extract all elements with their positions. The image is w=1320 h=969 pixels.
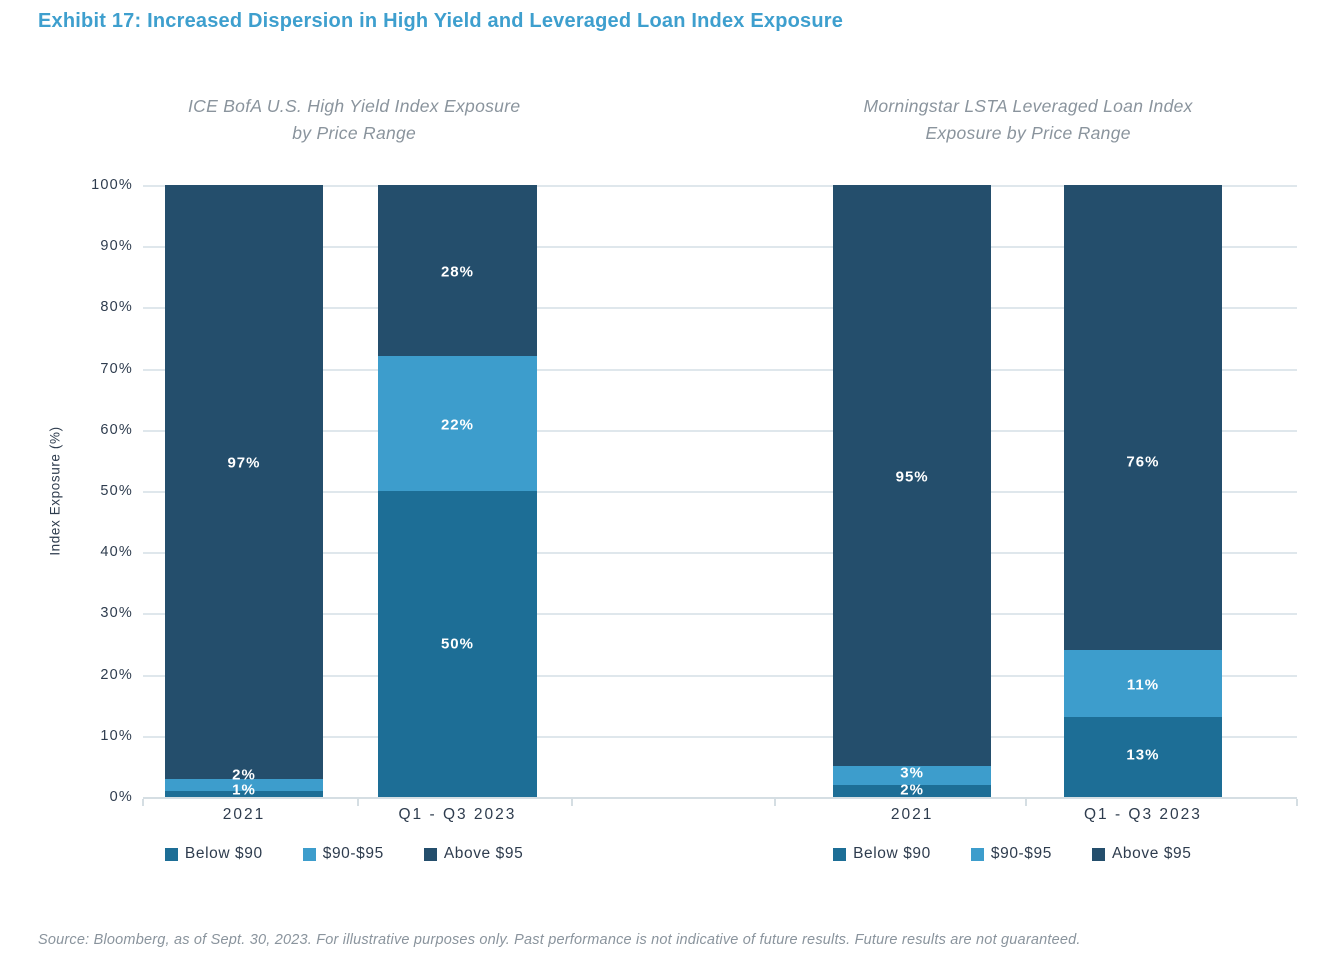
y-tick-label: 50% (100, 483, 133, 499)
legend-item: Above $95 (1091, 845, 1192, 863)
plot-area: 1% 2% 97% 50% 22% 28% 2% 3% 95% 13% 11% 76% (142, 185, 1298, 806)
bar-segment (833, 766, 992, 785)
x-category-label: 2021 (222, 806, 266, 823)
legend-item: Below $90 (833, 845, 931, 863)
chart-legends: Below $90 $90-$95 Above $95 Below $90 $90-$9… (143, 845, 1297, 871)
gridline (143, 185, 1297, 187)
bar-value-label: 3% (900, 764, 924, 782)
legend-swatch (833, 847, 847, 861)
chart-subtitle-line: Exposure by Price Range (925, 123, 1131, 144)
legend-item: $90-$95 (302, 845, 384, 863)
bar-value-label: 28% (440, 263, 474, 281)
legend-item: Below $90 (164, 845, 263, 863)
x-axis-tick (142, 799, 144, 806)
legend-label: Above $95 (1111, 845, 1192, 862)
legend: Below $90 $90-$95 Above $95 (833, 845, 1191, 863)
bar-2021: 2% 3% 95% (833, 185, 992, 799)
gridline (143, 307, 1297, 310)
chart-subtitle: Morningstar LSTA Leveraged Loan Index Exp… (793, 93, 1263, 147)
bar-q1-q3-2023: 13% 11% 76% (1063, 185, 1222, 797)
x-axis-labels: 2021 Q1 - Q3 2023 2021 Q1 - Q3 2023 (143, 806, 1297, 830)
bar-segment (378, 185, 537, 357)
gridline (143, 735, 1297, 738)
bar-value-label: 2% (232, 766, 256, 784)
chart-subtitle: ICE BofA U.S. High Yield Index Exposure b… (119, 93, 589, 147)
gridline (143, 491, 1297, 493)
bar-2021: 1% 2% 97% (164, 185, 324, 799)
bar-value-label: 1% (232, 781, 256, 799)
bar-value-label: 76% (1126, 453, 1160, 471)
legend-label: $90-$95 (322, 845, 384, 862)
x-axis-tick (356, 799, 359, 806)
legend-item: Above $95 (423, 845, 524, 863)
gridline (143, 246, 1297, 249)
bar-segment (833, 784, 992, 797)
x-axis-tick (1296, 799, 1298, 806)
gridline (143, 552, 1297, 555)
chart-subtitle-line: ICE BofA U.S. High Yield Index Exposure (187, 96, 521, 116)
source-note: Source: Bloomberg, as of Sept. 30, 2023.… (38, 932, 1081, 948)
bar-segment (164, 790, 324, 797)
gridline (143, 674, 1297, 677)
x-axis-line (143, 797, 1297, 799)
bar-segment (833, 185, 992, 767)
y-tick-label: 20% (100, 666, 133, 683)
gridline (143, 368, 1297, 371)
x-axis-tick (774, 799, 777, 806)
y-tick-label: 30% (100, 605, 133, 622)
x-category-label: 2021 (890, 806, 934, 823)
x-axis-tick (1024, 799, 1027, 806)
x-axis-tick (571, 799, 574, 806)
x-category-label: Q1 - Q3 2023 (398, 806, 517, 823)
y-tick-label: 10% (100, 727, 133, 744)
y-tick-label: 0% (109, 789, 133, 805)
bar-value-label: 2% (900, 781, 924, 799)
x-category-label: Q1 - Q3 2023 (1083, 806, 1202, 823)
bar-value-label: 95% (895, 468, 929, 486)
y-tick-label: 40% (100, 544, 133, 561)
legend: Below $90 $90-$95 Above $95 (164, 845, 524, 863)
bar-value-label: 11% (1126, 676, 1160, 694)
gridline (143, 429, 1297, 432)
bar-segment (164, 185, 324, 779)
y-tick-label: 70% (100, 360, 133, 377)
y-tick-label: 90% (100, 238, 133, 255)
chart-subtitles: ICE BofA U.S. High Yield Index Exposure b… (143, 93, 1297, 155)
legend-label: Below $90 (184, 845, 263, 862)
bar-segment (1063, 650, 1222, 718)
bar-value-label: 97% (227, 454, 261, 472)
legend-label: $90-$95 (990, 845, 1052, 862)
y-tick-label: 60% (100, 421, 133, 438)
bar-q1-q3-2023: 50% 22% 28% (378, 185, 537, 797)
y-axis-tick-labels: 100% 90% 80% 70% 60% 50% 40% 30% 20% 10% 0% (40, 177, 133, 805)
bar-value-label: 22% (440, 416, 474, 434)
legend-swatch (1091, 847, 1105, 861)
chart-subtitle-line: Morningstar LSTA Leveraged Loan Index (863, 96, 1193, 116)
legend-swatch (302, 847, 316, 861)
bar-segment (378, 356, 537, 491)
gridline (143, 613, 1297, 616)
bar-segment (1063, 717, 1222, 797)
bar-segment (164, 778, 324, 791)
chart-subtitle-line: by Price Range (292, 123, 417, 144)
bar-segment (1063, 185, 1222, 651)
legend-swatch (970, 847, 984, 861)
bar-value-label: 13% (1126, 746, 1160, 764)
exhibit-title: Exhibit 17: Increased Dispersion in High… (38, 10, 844, 32)
legend-label: Above $95 (443, 845, 524, 862)
legend-swatch (164, 847, 178, 861)
legend-label: Below $90 (853, 845, 931, 862)
y-tick-label: 100% (91, 177, 133, 193)
bar-value-label: 50% (440, 635, 474, 653)
legend-item: $90-$95 (970, 845, 1052, 863)
legend-swatch (423, 847, 437, 861)
y-tick-label: 80% (100, 299, 133, 316)
bar-segment (378, 491, 537, 797)
